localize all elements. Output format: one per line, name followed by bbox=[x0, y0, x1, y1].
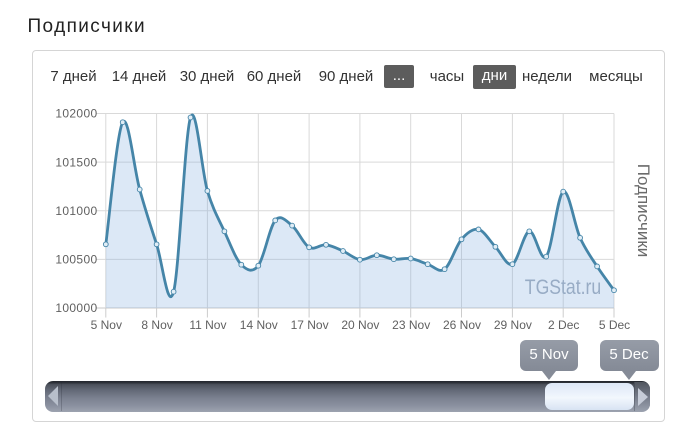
svg-text:23 Nov: 23 Nov bbox=[392, 318, 430, 332]
svg-text:14 Nov: 14 Nov bbox=[240, 318, 278, 332]
svg-text:5 Dec: 5 Dec bbox=[599, 318, 630, 332]
svg-text:101500: 101500 bbox=[55, 155, 97, 169]
svg-text:29 Nov: 29 Nov bbox=[494, 318, 532, 332]
svg-text:100500: 100500 bbox=[55, 253, 97, 267]
svg-text:TGStat.ru: TGStat.ru bbox=[525, 276, 601, 300]
svg-text:2 Dec: 2 Dec bbox=[548, 318, 579, 332]
svg-text:100000: 100000 bbox=[55, 301, 97, 315]
svg-text:102000: 102000 bbox=[55, 107, 97, 121]
svg-text:Подписчики: Подписчики bbox=[634, 164, 653, 258]
svg-text:26 Nov: 26 Nov bbox=[443, 318, 481, 332]
svg-text:17 Nov: 17 Nov bbox=[291, 318, 329, 332]
svg-text:5 Nov: 5 Nov bbox=[91, 318, 122, 332]
svg-text:8 Nov: 8 Nov bbox=[141, 318, 172, 332]
svg-text:20 Nov: 20 Nov bbox=[341, 318, 379, 332]
svg-text:101000: 101000 bbox=[55, 204, 97, 218]
svg-text:11 Nov: 11 Nov bbox=[189, 318, 226, 332]
